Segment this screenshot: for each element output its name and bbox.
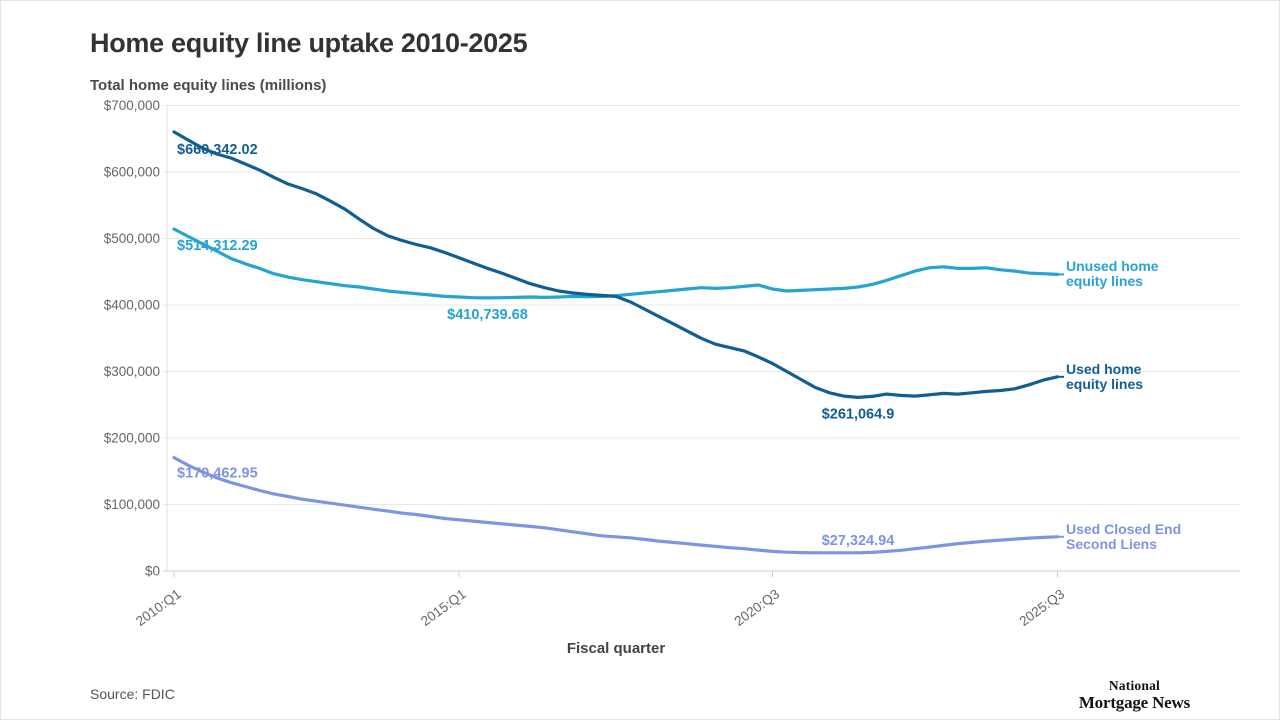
y-tick-label: $300,000 — [104, 364, 160, 379]
value-label: $170,462.95 — [177, 466, 258, 482]
y-tick-label: $600,000 — [104, 165, 160, 180]
y-tick-label: $0 — [145, 564, 160, 579]
value-label: $27,324.94 — [822, 533, 895, 549]
national-mortgage-news-logo: National Mortgage News — [1079, 679, 1190, 711]
source-note: Source: FDIC — [90, 686, 175, 702]
y-axis-title: Total home equity lines (millions) — [90, 77, 327, 94]
y-tick-label: $100,000 — [104, 497, 160, 512]
chart-title: Home equity line uptake 2010-2025 — [90, 28, 528, 59]
y-tick-label: $400,000 — [104, 298, 160, 313]
x-tick-label: 2020:Q3 — [732, 586, 783, 629]
x-tick-label: 2010:Q1 — [133, 586, 184, 629]
x-axis-title: Fiscal quarter — [566, 640, 666, 657]
y-tick-label: $200,000 — [104, 431, 160, 446]
value-label: $514,312.29 — [177, 238, 258, 254]
series-line-0 — [172, 130, 1060, 399]
value-label: $261,064.9 — [822, 406, 895, 422]
value-label: $410,739.68 — [447, 307, 528, 323]
y-tick-label: $500,000 — [104, 231, 160, 246]
logo-line-2: Mortgage News — [1078, 692, 1190, 712]
legend-unused-home-equity-lines: Unused home equity lines — [1066, 258, 1159, 290]
logo-line-1: National — [1108, 678, 1160, 693]
value-label: $660,342.02 — [177, 142, 258, 158]
y-tick-label: $700,000 — [104, 98, 160, 113]
series-line-1 — [172, 227, 1060, 300]
legend-used-closed-end-second-liens: Used Closed End Second Liens — [1066, 520, 1182, 552]
x-tick-label: 2015:Q1 — [418, 586, 469, 629]
x-tick-label: 2025:Q3 — [1017, 586, 1068, 629]
legend-used-home-equity-lines: Used home equity lines — [1066, 360, 1144, 392]
series-line-2 — [172, 456, 1060, 555]
